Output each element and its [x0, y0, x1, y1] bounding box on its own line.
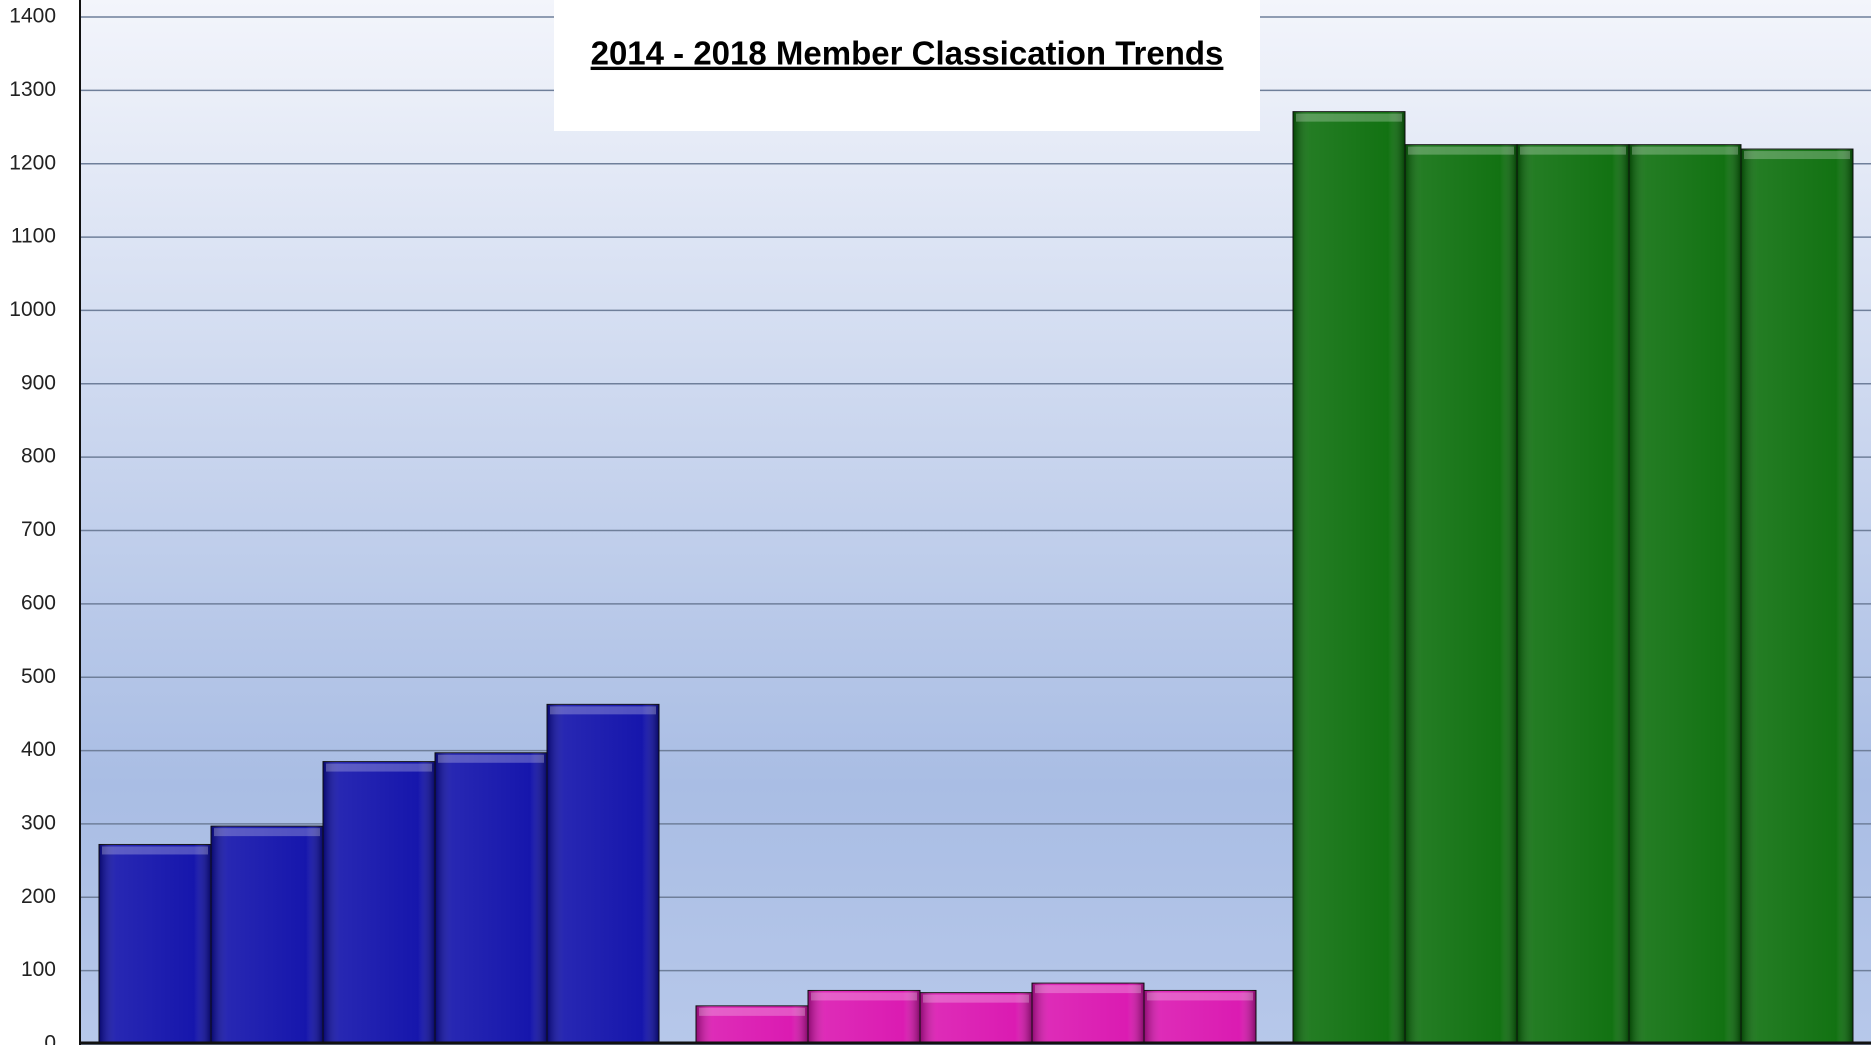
- bar-bevel: [1632, 146, 1738, 155]
- y-tick-label: 500: [21, 665, 56, 688]
- chart-title: 2014 - 2018 Member Classication Trends: [591, 35, 1224, 72]
- y-tick-label: 1000: [9, 298, 56, 321]
- bar-bevel: [326, 763, 432, 772]
- bar-bevel: [102, 846, 208, 855]
- bar-bevel: [1408, 146, 1514, 155]
- y-tick-label: 400: [21, 738, 56, 761]
- bar: [98, 843, 212, 1045]
- bar-bevel: [550, 706, 656, 715]
- bar: [210, 825, 324, 1045]
- y-tick-label: 800: [21, 445, 56, 468]
- bar-bevel: [438, 754, 544, 763]
- bar: [1740, 148, 1854, 1045]
- bar-bevel: [1035, 985, 1141, 994]
- bar-bevel: [1520, 146, 1626, 155]
- bar-bevel: [1147, 992, 1253, 1001]
- y-tick-label: 1300: [9, 78, 56, 101]
- bar-bevel: [1744, 151, 1850, 160]
- y-tick-label: 600: [21, 591, 56, 614]
- y-tick-label: 300: [21, 811, 56, 834]
- bar: [1516, 144, 1630, 1045]
- bar: [546, 703, 660, 1045]
- bar: [322, 761, 436, 1045]
- y-tick-label: 1200: [9, 151, 56, 174]
- y-tick-label: 1100: [11, 225, 56, 248]
- y-tick-label: 200: [21, 885, 56, 908]
- y-tick-label: 1400: [9, 5, 56, 28]
- bar-bevel: [699, 1007, 805, 1016]
- y-tick-label: 100: [21, 958, 56, 981]
- bar: [1628, 144, 1742, 1045]
- bar: [434, 752, 548, 1045]
- y-tick-label: 900: [21, 371, 56, 394]
- bar-bevel: [811, 992, 917, 1001]
- y-tick-label: 0: [44, 1032, 56, 1045]
- y-tick-label: 700: [21, 518, 56, 541]
- bar-bevel: [214, 828, 320, 837]
- title-box: [554, 0, 1260, 131]
- bar: [1404, 144, 1518, 1045]
- bar-bevel: [923, 994, 1029, 1003]
- bar: [1292, 111, 1406, 1045]
- bar-bevel: [1296, 113, 1402, 122]
